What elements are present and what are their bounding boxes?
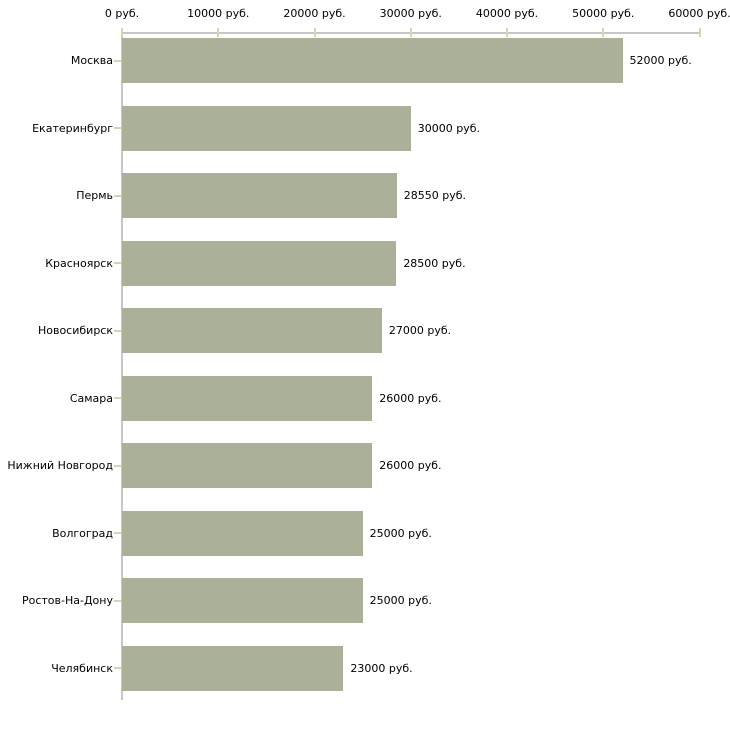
x-axis-tick-mark: [409, 28, 412, 37]
category-tick-mark: [114, 329, 121, 332]
x-axis-tick-mark: [121, 28, 123, 37]
bar-1: [122, 38, 623, 83]
bar-8: [122, 510, 363, 556]
category-tick-mark: [114, 127, 121, 129]
category-tick-mark: [114, 599, 121, 602]
bar-3: [122, 173, 397, 218]
x-axis-tick-label: 40000 руб.: [475, 7, 539, 20]
x-axis-tick-label: 10000 руб.: [187, 7, 250, 20]
value-label: 26000 руб.: [379, 459, 442, 472]
x-axis-tick-label: 0 руб.: [104, 7, 140, 20]
category-label: Пермь: [76, 189, 113, 202]
category-label: Екатеринбург: [32, 121, 113, 135]
value-label: 52000 руб.: [629, 54, 692, 67]
category-label: Волгоград: [52, 526, 113, 540]
category-tick-mark: [114, 464, 121, 467]
value-label: 25000 руб.: [369, 594, 432, 607]
category-label: Красноярск: [45, 256, 113, 270]
x-axis-tick-mark: [217, 28, 220, 37]
value-label: 28550 руб.: [403, 189, 467, 202]
x-axis-tick-mark: [602, 28, 605, 37]
value-label: 28500 руб.: [403, 256, 466, 270]
bar-5: [122, 308, 382, 353]
value-label: 25000 руб.: [369, 526, 432, 540]
category-tick-mark: [114, 262, 121, 264]
x-axis-tick-label: 60000 руб.: [668, 7, 730, 20]
category-label: Челябинск: [51, 661, 113, 675]
x-axis-tick-label: 50000 руб.: [572, 7, 635, 20]
x-axis-tick-label: 20000 руб.: [283, 7, 346, 20]
value-label: 30000 руб.: [417, 121, 481, 135]
value-label: 27000 руб.: [388, 324, 452, 337]
bar-9: [122, 578, 363, 623]
bar-2: [122, 105, 411, 151]
x-axis-tick-mark: [506, 28, 508, 37]
bar-6: [122, 375, 373, 421]
x-axis-tick-label: 30000 руб.: [379, 7, 442, 20]
category-tick-mark: [114, 194, 121, 197]
bar-4: [122, 240, 397, 286]
x-axis-tick-mark: [313, 28, 316, 37]
category-label: Самара: [69, 391, 113, 405]
category-label: Москва: [70, 54, 113, 67]
x-axis-tick-mark: [698, 28, 701, 37]
value-label: 26000 руб.: [379, 391, 442, 405]
value-label: 23000 руб.: [350, 661, 413, 675]
y-axis-line: [121, 32, 123, 700]
category-tick-mark: [114, 397, 121, 399]
category-tick-mark: [114, 59, 121, 62]
category-tick-mark: [114, 667, 121, 669]
bar-7: [122, 443, 373, 488]
category-tick-mark: [114, 532, 121, 534]
category-label: Нижний Новгород: [7, 459, 113, 472]
category-label: Ростов-На-Дону: [21, 594, 113, 607]
category-label: Новосибирск: [37, 324, 113, 337]
bar-10: [122, 645, 344, 691]
